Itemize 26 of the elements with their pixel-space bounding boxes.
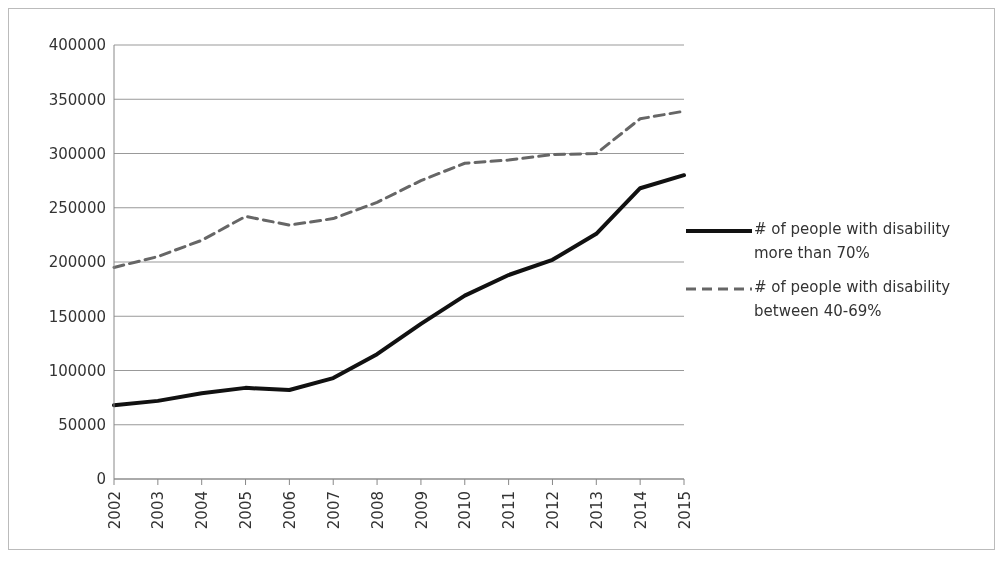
x-tick-label: 2013 [587, 491, 606, 530]
x-tick-label: 2002 [105, 491, 124, 530]
x-tick-label: 2004 [193, 491, 212, 530]
x-tick-label: 2008 [368, 491, 387, 530]
y-tick-label: 150000 [48, 307, 106, 326]
y-tick-label: 100000 [48, 361, 106, 380]
y-tick-label: 50000 [58, 416, 106, 435]
y-tick-label: 0 [96, 470, 106, 489]
x-tick-label: 2011 [500, 491, 519, 530]
line-series [112, 173, 686, 408]
y-tick-label: 400000 [48, 36, 106, 55]
legend-label: # of people with disability between 40-69% [754, 277, 952, 322]
legend-label: # of people with disability more than 70% [754, 219, 952, 264]
y-tick-label: 350000 [48, 90, 106, 109]
y-tick-label: 200000 [48, 253, 106, 272]
x-tick-label: 2006 [281, 491, 300, 530]
x-tick-label: 2005 [237, 491, 256, 530]
x-tick-label: 2012 [544, 491, 563, 530]
x-tick-label: 2015 [675, 491, 694, 530]
y-tick-label: 300000 [48, 144, 106, 163]
x-tick-label: 2009 [412, 491, 431, 530]
y-tick-label: 250000 [48, 199, 106, 218]
x-tick-label: 2014 [631, 491, 650, 530]
x-tick-label: 2003 [149, 491, 168, 530]
x-tick-label: 2007 [324, 491, 343, 530]
x-tick-label: 2010 [456, 491, 475, 530]
